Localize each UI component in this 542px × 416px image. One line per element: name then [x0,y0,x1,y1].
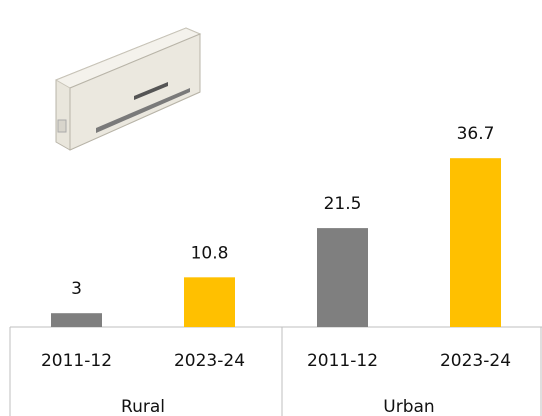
air-conditioner-illustration [54,27,202,151]
x-tick-label: 2011-12 [41,351,112,371]
data-label: 3 [71,279,82,299]
x-tick-label: 2011-12 [307,351,378,371]
bar [51,313,102,327]
data-label: 36.7 [457,124,495,144]
bar [184,277,235,327]
bar [317,228,368,327]
group-label: Rural [121,397,165,416]
bar [450,158,501,327]
x-tick-label: 2023-24 [440,351,511,371]
group-label: Urban [383,397,434,416]
data-label: 21.5 [324,194,362,214]
data-label: 10.8 [191,243,229,263]
x-tick-label: 2023-24 [174,351,245,371]
